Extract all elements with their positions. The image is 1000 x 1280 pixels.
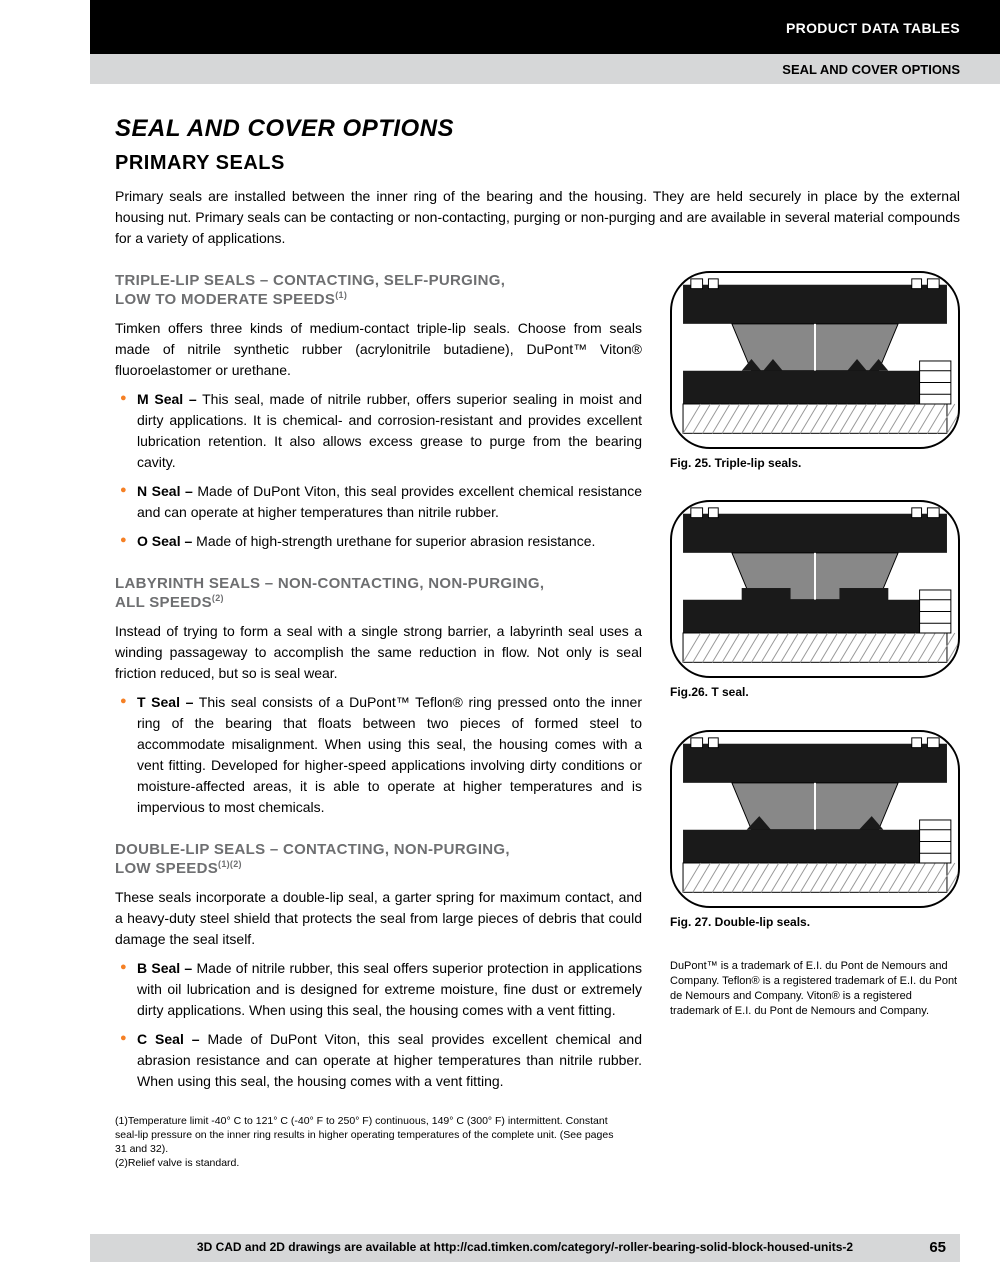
figure-diagram (670, 730, 960, 908)
header-grey-bar: SEAL AND COVER OPTIONS (90, 54, 1000, 84)
section-para: Timken offers three kinds of medium-cont… (115, 318, 642, 381)
bullet-list: T Seal – This seal consists of a DuPont™… (115, 692, 642, 818)
bullet-list: B Seal – Made of nitrile rubber, this se… (115, 958, 642, 1092)
figure-caption: Fig. 25. Triple-lip seals. (670, 455, 960, 472)
section-para: Instead of trying to form a seal with a … (115, 621, 642, 684)
intro-para: Primary seals are installed between the … (115, 186, 960, 249)
footnotes: (1)Temperature limit -40° C to 121° C (-… (115, 1114, 615, 1171)
footer-text: 3D CAD and 2D drawings are available at … (197, 1239, 853, 1256)
section-heading: DOUBLE-LIP SEALS – CONTACTING, NON-PURGI… (115, 840, 642, 879)
section-heading: LABYRINTH SEALS – NON-CONTACTING, NON-PU… (115, 574, 642, 613)
trademark-note: DuPont™ is a trademark of E.I. du Pont d… (670, 959, 960, 1018)
list-item: N Seal – Made of DuPont Viton, this seal… (115, 481, 642, 523)
list-item: T Seal – This seal consists of a DuPont™… (115, 692, 642, 818)
page-number: 65 (929, 1237, 946, 1259)
left-column: TRIPLE-LIP SEALS – CONTACTING, SELF-PURG… (115, 271, 642, 1171)
right-column: Fig. 25. Triple-lip seals. Fig.26. T seal… (670, 271, 960, 1171)
list-item: B Seal – Made of nitrile rubber, this se… (115, 958, 642, 1021)
section-heading: TRIPLE-LIP SEALS – CONTACTING, SELF-PURG… (115, 271, 642, 310)
page-content: SEAL AND COVER OPTIONS PRIMARY SEALS Pri… (115, 112, 960, 1220)
figure-diagram (670, 271, 960, 449)
header-black-bar: PRODUCT DATA TABLES (90, 0, 1000, 54)
figure-diagram (670, 500, 960, 678)
section-para: These seals incorporate a double-lip sea… (115, 887, 642, 950)
header-sub: SEAL AND COVER OPTIONS (782, 62, 960, 77)
figure-caption: Fig. 27. Double-lip seals. (670, 914, 960, 931)
list-item: C Seal – Made of DuPont Viton, this seal… (115, 1029, 642, 1092)
list-item: M Seal – This seal, made of nitrile rubb… (115, 389, 642, 473)
figure-caption: Fig.26. T seal. (670, 684, 960, 701)
footer-bar: 3D CAD and 2D drawings are available at … (90, 1234, 960, 1262)
header-top: PRODUCT DATA TABLES (786, 20, 960, 36)
page-subtitle: PRIMARY SEALS (115, 149, 960, 178)
list-item: O Seal – Made of high-strength urethane … (115, 531, 642, 552)
page-title: SEAL AND COVER OPTIONS (115, 112, 960, 147)
bullet-list: M Seal – This seal, made of nitrile rubb… (115, 389, 642, 552)
